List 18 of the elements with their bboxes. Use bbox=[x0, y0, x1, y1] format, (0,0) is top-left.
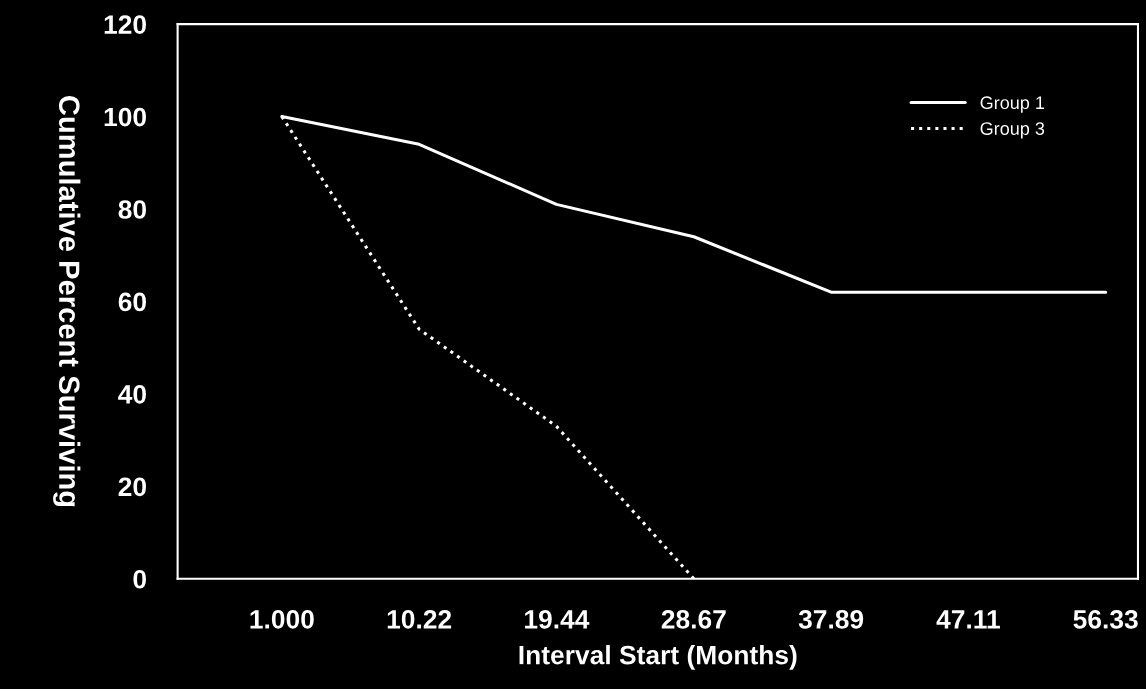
x-tick-label: 28.67 bbox=[661, 610, 726, 629]
y-tick-label: 60 bbox=[118, 292, 146, 312]
x-tick-label: 37.89 bbox=[798, 610, 864, 629]
y-tick-label: 100 bbox=[104, 107, 146, 127]
x-tick-label: 19.44 bbox=[525, 610, 590, 629]
y-tick-label: 0 bbox=[133, 569, 146, 589]
x-tick-label: 47.11 bbox=[936, 610, 1000, 629]
y-axis-title: Cumulative Percent Surviving bbox=[53, 95, 81, 507]
x-axis-title: Interval Start (Months) bbox=[519, 645, 797, 670]
legend-label: Group 1 bbox=[980, 96, 1045, 113]
x-tick-label: 10.22 bbox=[387, 610, 452, 629]
y-tick-label: 80 bbox=[118, 200, 146, 219]
y-tick-label: 40 bbox=[118, 385, 146, 404]
legend-label: Group 3 bbox=[980, 122, 1045, 139]
y-tick-label: 120 bbox=[104, 15, 146, 34]
x-tick-label: 1.000 bbox=[250, 610, 314, 629]
x-tick-label: 56.33 bbox=[1073, 610, 1138, 629]
y-tick-label: 20 bbox=[118, 477, 146, 497]
